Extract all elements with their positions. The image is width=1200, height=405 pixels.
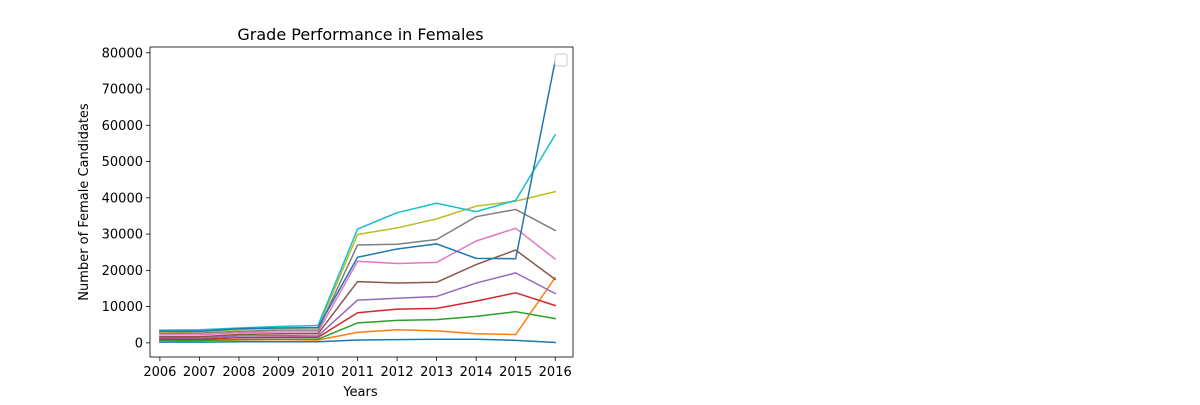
x-tick-label: 2011 xyxy=(341,365,374,380)
x-tick-label: 2013 xyxy=(420,365,453,380)
x-tick-label: 2010 xyxy=(301,365,334,380)
series-line-3 xyxy=(159,310,557,342)
y-tick-label: 10000 xyxy=(102,300,143,315)
y-axis-label: Number of Female Candidates xyxy=(77,103,92,301)
series-line-6 xyxy=(159,249,557,338)
x-tick-label: 2015 xyxy=(499,365,532,380)
x-tick-label: 2009 xyxy=(262,365,295,380)
y-tick-label: 20000 xyxy=(102,264,143,279)
y-tick-label: 80000 xyxy=(102,46,143,61)
chart-title: Grade Performance in Females xyxy=(237,25,483,44)
y-tick-label: 30000 xyxy=(102,228,143,243)
series-line-5 xyxy=(159,272,557,339)
plot-frame xyxy=(149,46,574,358)
x-tick-label: 2014 xyxy=(460,365,493,380)
x-tick-label: 2012 xyxy=(381,365,414,380)
series-line-11 xyxy=(159,59,557,333)
x-tick-label: 2008 xyxy=(222,365,255,380)
axes: 2006 2007 2008 2009 2010 2011 2012 2013 2014 2015… xyxy=(102,46,574,380)
legend-box xyxy=(554,53,568,67)
x-axis-label: Years xyxy=(342,385,378,400)
x-tick-label: 2007 xyxy=(183,365,216,380)
y-tick-label: 70000 xyxy=(102,83,143,98)
series-layer xyxy=(159,59,557,344)
y-tick-label: 0 xyxy=(135,336,143,351)
series-line-8 xyxy=(159,208,557,335)
series-line-7 xyxy=(159,227,557,336)
y-tick-label: 60000 xyxy=(102,119,143,134)
y-tick-label: 40000 xyxy=(102,191,143,206)
series-line-1 xyxy=(159,338,557,344)
y-tick-label: 50000 xyxy=(102,155,143,170)
legend xyxy=(554,53,568,67)
series-line-10 xyxy=(159,133,557,331)
series-line-4 xyxy=(159,292,557,340)
x-tick-label: 2006 xyxy=(143,365,176,380)
x-tick-label: 2016 xyxy=(539,365,572,380)
